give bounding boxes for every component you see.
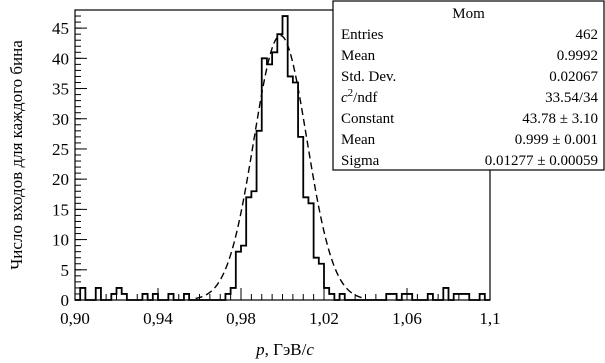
y-tick-label: 40 (52, 49, 69, 68)
stats-row-label: Sigma (341, 153, 380, 169)
y-tick-label: 5 (61, 261, 70, 280)
stats-row-value: 0.02067 (549, 69, 598, 85)
x-tick-label: 0,94 (143, 309, 173, 328)
x-tick-label: 1,02 (309, 309, 339, 328)
stats-box-title: Mom (452, 6, 485, 22)
stats-row-value: 0.01277 ± 0.00059 (485, 153, 598, 169)
y-tick-label: 10 (52, 231, 69, 250)
stats-row-value: 0.999 ± 0.001 (515, 132, 598, 148)
x-tick-label: 0,98 (226, 309, 256, 328)
stats-row-label: Entries (341, 27, 384, 43)
stats-row-value: 0.9992 (557, 48, 598, 64)
stats-row-value: 43.78 ± 3.10 (522, 111, 598, 127)
stats-row-value: 33.54/34 (545, 90, 598, 106)
stats-box-rows: Entries 462 Mean 0.9992 Std. Dev. 0.02067 c2/n… (341, 27, 599, 169)
stats-box-frame (332, 0, 605, 171)
stats-box: Mom Entries 462 Mean 0.9992 Std. Dev. 0.02067… (332, 0, 605, 171)
y-tick-label: 15 (52, 200, 69, 219)
y-tick-label: 30 (52, 110, 69, 129)
y-tick-label: 0 (61, 291, 70, 310)
x-axis-title: p, ГэВ/c (255, 340, 314, 359)
x-tick-label: 1,06 (392, 309, 422, 328)
y-tick-label: 20 (52, 170, 69, 189)
y-axis-title: Число входов для каждого бина (7, 40, 26, 270)
stats-row-label: Std. Dev. (341, 69, 396, 85)
stats-row-label: Mean (341, 132, 376, 148)
x-tick-labels: 0,90 0,94 0,98 1,02 1,06 1,1 (60, 309, 501, 328)
stats-row-label: c2/ndf (341, 87, 377, 106)
gaussian-fit-curve (195, 34, 366, 300)
y-tick-labels: 0 5 10 15 20 25 30 35 40 45 (52, 19, 69, 310)
y-tick-label: 25 (52, 140, 69, 159)
stats-row-label: Constant (341, 111, 395, 127)
x-tick-label: 1,1 (479, 309, 500, 328)
stats-row-value: 462 (576, 27, 599, 43)
y-tick-label: 35 (52, 80, 69, 99)
x-tick-label: 0,90 (60, 309, 90, 328)
stats-row-label: Mean (341, 48, 376, 64)
y-tick-label: 45 (52, 19, 69, 38)
